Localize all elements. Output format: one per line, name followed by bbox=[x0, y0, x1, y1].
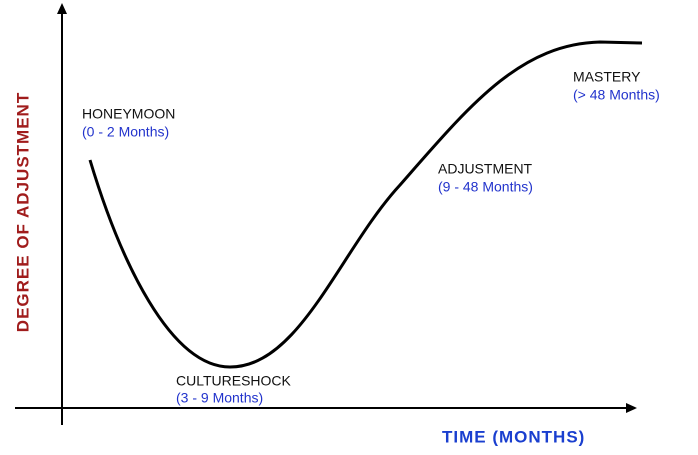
stage-period: (> 48 Months) bbox=[573, 87, 660, 103]
y-axis-label: DEGREE OF ADJUSTMENT bbox=[13, 92, 32, 332]
stage-name: ADJUSTMENT bbox=[438, 161, 533, 177]
stage-period: (0 - 2 Months) bbox=[82, 124, 169, 140]
stage-name: MASTERY bbox=[573, 69, 641, 85]
stage-period: (3 - 9 Months) bbox=[176, 390, 263, 406]
stage-period: (9 - 48 Months) bbox=[438, 179, 533, 195]
x-axis-label: TIME (MONTHS) bbox=[442, 427, 585, 446]
stage-name: CULTURESHOCK bbox=[176, 373, 292, 389]
x-axis-arrow bbox=[626, 403, 637, 413]
stage-name: HONEYMOON bbox=[82, 106, 175, 122]
adjustment-curve bbox=[88, 40, 643, 369]
y-axis-arrow bbox=[57, 3, 67, 14]
